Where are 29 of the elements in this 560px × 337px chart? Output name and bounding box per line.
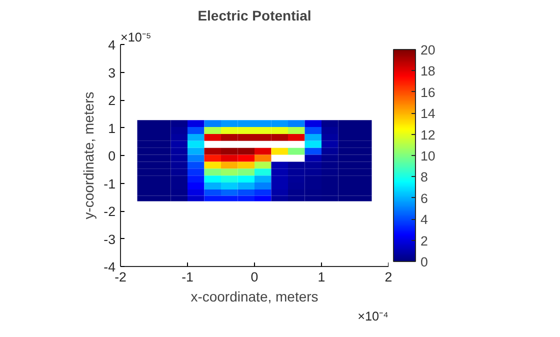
y-tick-label: -1 [104, 176, 116, 192]
y-tick-label: 2 [108, 93, 116, 108]
color-bar-label: 4 [420, 212, 428, 228]
x-tick-label: -1 [182, 270, 194, 284]
y-tick-label: 3 [108, 65, 116, 80]
color-bar-label: 16 [420, 84, 436, 100]
x-tick-label: 2 [384, 270, 392, 284]
color-bar-label: 14 [420, 106, 436, 122]
text: ×10⁻⁴ [358, 310, 389, 324]
x-tick-label: 0 [250, 270, 258, 284]
x-tick-label: 1 [318, 270, 326, 284]
y-axis-title: y-coordinate, meters [80, 92, 97, 220]
y-tick-label: -2 [104, 204, 116, 219]
y-tick-label: 0 [108, 148, 116, 164]
color-bar-label: 6 [420, 190, 428, 206]
color-bar-label: 0 [420, 254, 428, 270]
y-tick-label: 1 [108, 120, 116, 136]
y-tick-label: -3 [104, 232, 116, 247]
color-bar-label: 12 [420, 127, 436, 142]
text: ×10⁻⁵ [120, 30, 152, 44]
y-tick-label: 4 [108, 38, 116, 52]
color-bar-label: 20 [420, 42, 436, 58]
color-bar-label: 8 [420, 170, 428, 185]
x-axis-title: x-coordinate, meters [190, 288, 318, 304]
color-bar-label: 18 [420, 64, 436, 79]
y-tick-label: -4 [104, 260, 116, 274]
color-bar-label: 10 [420, 148, 436, 164]
chart-title: Electric Potential [198, 8, 312, 24]
color-bar-label: 2 [420, 233, 428, 248]
